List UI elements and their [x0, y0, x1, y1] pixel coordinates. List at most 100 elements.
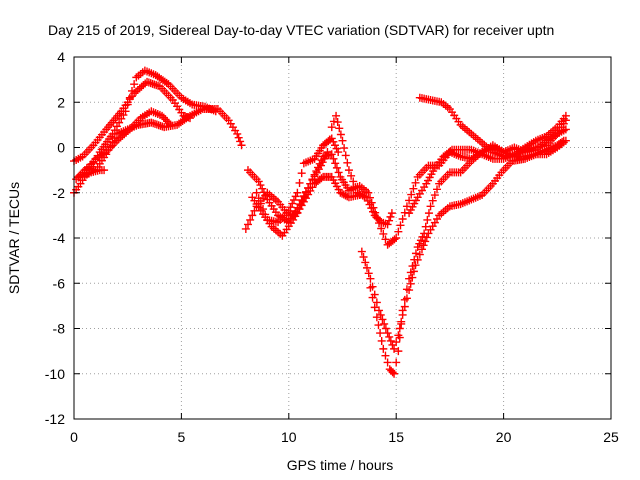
data-point-marker: [163, 117, 172, 126]
data-point-marker: [357, 247, 366, 256]
data-point-marker: [416, 236, 425, 245]
data-point-marker: [430, 191, 439, 200]
data-point-marker: [387, 209, 396, 218]
data-point-marker: [162, 78, 171, 87]
data-point-marker: [233, 129, 242, 138]
data-point-marker: [377, 336, 386, 345]
data-point-marker: [347, 171, 356, 180]
data-point-marker: [334, 148, 343, 157]
data-point-marker: [295, 178, 304, 187]
data-point-marker: [394, 227, 403, 236]
series-trace-12: [415, 93, 570, 161]
data-point-marker: [284, 206, 293, 215]
data-point-marker: [334, 168, 343, 177]
data-point-marker: [413, 243, 422, 252]
data-point-marker: [158, 111, 167, 120]
data-point-marker: [561, 136, 570, 145]
series-trace-8: [248, 172, 364, 240]
data-point-marker: [428, 196, 437, 205]
data-point-marker: [420, 229, 429, 238]
data-point-marker: [335, 124, 344, 133]
data-point-marker: [241, 224, 250, 233]
data-point-marker: [366, 274, 375, 283]
data-point-marker: [310, 170, 319, 179]
data-point-marker: [343, 158, 352, 167]
data-point-marker: [408, 262, 417, 271]
data-point-marker: [367, 198, 376, 207]
data-point-marker: [383, 220, 392, 229]
data-point-marker: [376, 329, 385, 338]
data-point-marker: [102, 150, 111, 159]
y-tick-label: -4: [53, 230, 66, 246]
data-point-marker: [338, 136, 347, 145]
series-trace-7: [241, 125, 570, 249]
data-point-marker: [381, 351, 390, 360]
data-point-marker: [344, 166, 353, 175]
x-tick-label: 25: [603, 429, 619, 445]
data-point-marker: [100, 166, 109, 175]
data-point-marker: [341, 151, 350, 160]
data-point-marker: [331, 159, 340, 168]
y-tick-label: -12: [45, 411, 65, 427]
data-point-marker: [362, 263, 371, 272]
data-point-marker: [256, 199, 265, 208]
data-point-marker: [411, 249, 420, 258]
data-point-marker: [415, 250, 424, 259]
data-point-marker: [380, 319, 389, 328]
data-point-marker: [398, 306, 407, 315]
data-point-marker: [329, 154, 338, 163]
data-point-marker: [361, 258, 370, 267]
data-point-marker: [421, 222, 430, 231]
data-point-marker: [237, 141, 246, 150]
data-point-marker: [336, 188, 345, 197]
data-point-marker: [392, 234, 401, 242]
data-point-marker: [392, 358, 401, 367]
data-point-marker: [424, 209, 433, 218]
data-point-marker: [336, 130, 345, 139]
data-point-marker: [327, 134, 336, 143]
data-point-marker: [254, 177, 263, 186]
data-point-marker: [406, 268, 415, 277]
data-point-marker: [106, 142, 115, 151]
y-tick-label: -6: [53, 275, 66, 291]
data-point-marker: [297, 169, 306, 178]
data-point-marker: [381, 324, 390, 333]
data-point-marker: [248, 211, 257, 220]
data-point-marker: [293, 188, 302, 197]
data-point-marker: [386, 212, 395, 221]
x-tick-label: 0: [70, 429, 78, 445]
data-point-marker: [368, 293, 377, 302]
data-point-marker: [561, 111, 570, 120]
data-point-marker: [359, 253, 368, 262]
data-point-marker: [366, 283, 375, 292]
data-point-marker: [330, 141, 339, 150]
y-tick-label: 0: [57, 140, 65, 156]
data-point-marker: [383, 358, 392, 367]
data-point-marker: [234, 133, 243, 142]
data-point-marker: [261, 210, 270, 219]
data-point-marker: [159, 113, 168, 122]
data-point-marker: [236, 137, 245, 146]
data-point-marker: [397, 319, 406, 328]
data-point-marker: [385, 216, 394, 225]
data-point-marker: [312, 167, 321, 176]
data-point-marker: [419, 241, 428, 250]
data-point-marker: [372, 313, 381, 322]
data-point-marker: [418, 232, 427, 241]
data-point-marker: [407, 190, 416, 199]
data-point-marker: [378, 315, 387, 324]
data-point-marker: [446, 147, 455, 156]
data-point-marker: [411, 178, 420, 187]
series-trace-13: [405, 111, 570, 218]
data-point-marker: [406, 279, 415, 288]
data-point-marker: [370, 303, 379, 312]
data-point-marker: [327, 150, 336, 159]
data-point-marker: [258, 184, 267, 193]
data-point-marker: [332, 163, 341, 172]
data-point-marker: [360, 192, 369, 201]
data-point-marker: [161, 115, 170, 124]
data-point-marker: [375, 219, 384, 228]
data-point-marker: [561, 125, 570, 134]
y-tick-label: 2: [57, 94, 65, 110]
data-point-marker: [433, 185, 442, 194]
